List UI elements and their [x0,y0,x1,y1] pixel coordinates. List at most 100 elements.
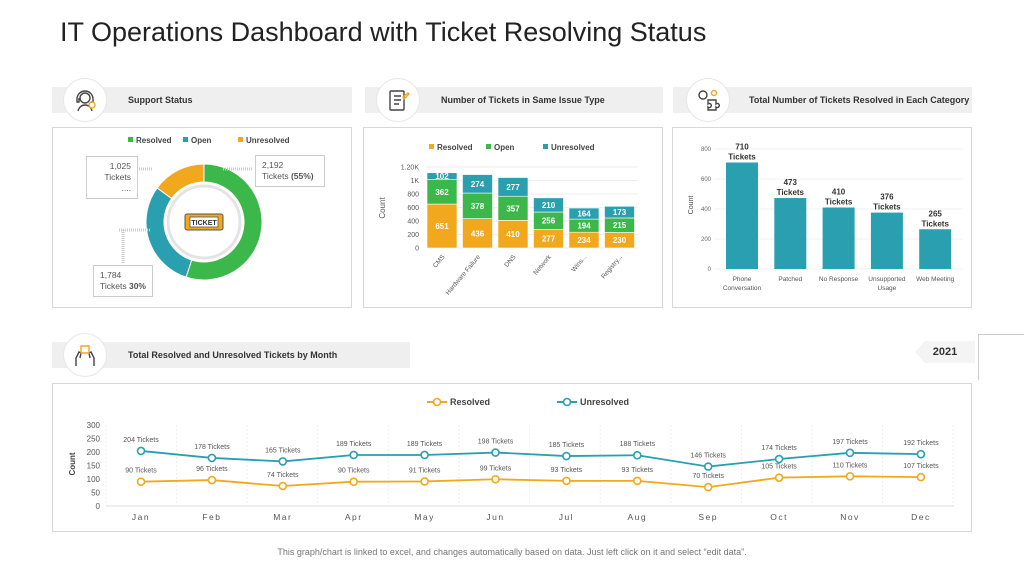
x-tick-label: No Response [819,276,859,283]
data-label-unresolved: 185 Tickets [549,442,585,449]
data-label-unresolved: 165 Tickets [265,447,301,454]
bar-data-label: 102 [435,172,449,181]
ticket-icon: TICKET [184,213,224,231]
bar-data-label: 378 [471,202,485,211]
y-tick-label: 150 [87,462,101,471]
x-tick-label: Jun [486,512,504,522]
data-point-resolved [136,477,146,486]
legend-swatch-resolved [429,144,434,149]
y-tick-label: 300 [87,421,101,430]
bar-segment-resolved [462,218,493,249]
callout-resolved-pct: (55%) [290,171,314,181]
legend-label-unresolved: Unresolved [246,136,290,145]
x-tick-label: Wins... [570,254,588,274]
bar-data-label: 256 [542,217,556,226]
x-tick-label: Aug [627,512,647,522]
y-tick-label: 1.20K [401,165,420,172]
data-point-resolved [916,472,926,482]
bar-data-label: 215 [613,221,627,230]
data-label-unresolved: 192 Tickets [903,440,939,447]
legend-swatch-unresolved [543,144,548,149]
bar-segment-resolved [426,203,458,249]
x-tick-label: Nov [840,512,860,522]
bar-data-label-unit: Tickets [728,153,756,162]
x-tick-label: Conversation [723,285,762,292]
bar-segment-resolved [497,220,529,249]
bar-data-label: 410 [832,188,846,197]
data-label-resolved: 91 Tickets [409,467,441,474]
y-tick-label: 1K [410,178,419,185]
bar-data-label: 173 [613,208,627,217]
data-label-unresolved: 204 Tickets [123,437,159,444]
x-tick-label: Dec [911,512,931,522]
legend-label-open: Open [494,143,515,152]
bar-segment-unresolved [497,177,529,197]
legend-swatch-open [486,144,491,149]
y-tick-label: 50 [91,489,100,498]
bar-data-label: 710 [735,143,749,152]
data-point-unresolved [136,446,146,456]
data-point-resolved [774,473,784,482]
data-point-unresolved [916,449,926,459]
x-tick-label: Unsupported [868,276,906,283]
data-point-unresolved [349,450,359,460]
bar-data-label: 277 [506,183,520,192]
data-label-unresolved: 198 Tickets [478,439,514,446]
data-point-unresolved [420,450,429,460]
x-tick-label: Jan [132,512,150,522]
bar-data-label: 362 [435,188,449,197]
x-tick-label: Web Meeting [916,276,955,283]
issue-type-panel: Resolved Open Unresolved 0 200 400 600 800 1K 1.2… [363,127,663,308]
data-label-resolved: 110 Tickets [833,462,868,469]
y-tick-label: 800 [701,147,712,153]
bar-data-label: 436 [471,229,485,238]
x-tick-label: Apr [345,512,363,522]
monthly-panel: Resolved Unresolved 0 50 100 150 200 250 300 Coun… [52,383,972,532]
bar-data-label: 194 [577,222,591,231]
monthly-header: Total Resolved and Unresolved Tickets by… [52,342,410,368]
headset-support-icon [63,78,107,122]
callout-unresolved-count: 1,025 [109,161,131,171]
data-label-resolved: 99 Tickets [480,465,512,472]
legend-label-unresolved: Unresolved [551,143,595,152]
data-label-resolved: 90 Tickets [338,468,370,475]
tag-connector-line-vertical [978,334,979,380]
data-label-unresolved: 197 Tickets [832,439,868,446]
legend-swatch-open [183,137,188,142]
data-label-unresolved: 189 Tickets [336,441,372,448]
y-tick-label: 100 [87,475,101,484]
category-bar [822,207,855,269]
bar-data-label: 265 [929,209,943,218]
legend-label-resolved: Resolved [136,136,172,145]
y-axis-label: Count [688,196,695,215]
issue-type-stacked-bar-chart: Resolved Open Unresolved 0 200 400 600 800 1K 1.2… [378,143,638,296]
category-bar [870,212,903,269]
data-label-unresolved: 178 Tickets [194,444,230,451]
x-tick-label: May [414,512,435,522]
legend-marker-unresolved [562,397,572,407]
y-tick-label: 0 [96,502,101,511]
y-axis-label: Count [378,197,387,219]
callout-open-count: 1,784 [100,270,122,280]
data-point-unresolved [703,462,713,471]
x-tick-label: Network [532,253,553,276]
x-tick-label: Patched [778,276,802,283]
x-tick-label: Mar [273,512,292,522]
year-tag[interactable]: 2021 [915,341,975,363]
bar-data-label-unit: Tickets [921,219,949,228]
data-point-unresolved [207,453,217,463]
data-point-resolved [562,476,571,486]
data-point-resolved [845,472,855,481]
data-point-unresolved [774,454,784,464]
bar-data-label: 357 [506,204,520,213]
page-title: IT Operations Dashboard with Ticket Reso… [60,17,707,47]
callout-unresolved: 1,025 Tickets .... [86,156,138,199]
legend-marker-resolved [432,397,442,407]
data-point-resolved [278,481,288,491]
data-point-unresolved [278,457,288,466]
bar-data-label: 410 [506,230,520,239]
legend-swatch-unresolved [238,137,243,142]
bar-data-label: 234 [577,236,591,245]
data-label-unresolved: 174 Tickets [761,445,797,452]
ticket-icon-text: TICKET [191,220,217,227]
